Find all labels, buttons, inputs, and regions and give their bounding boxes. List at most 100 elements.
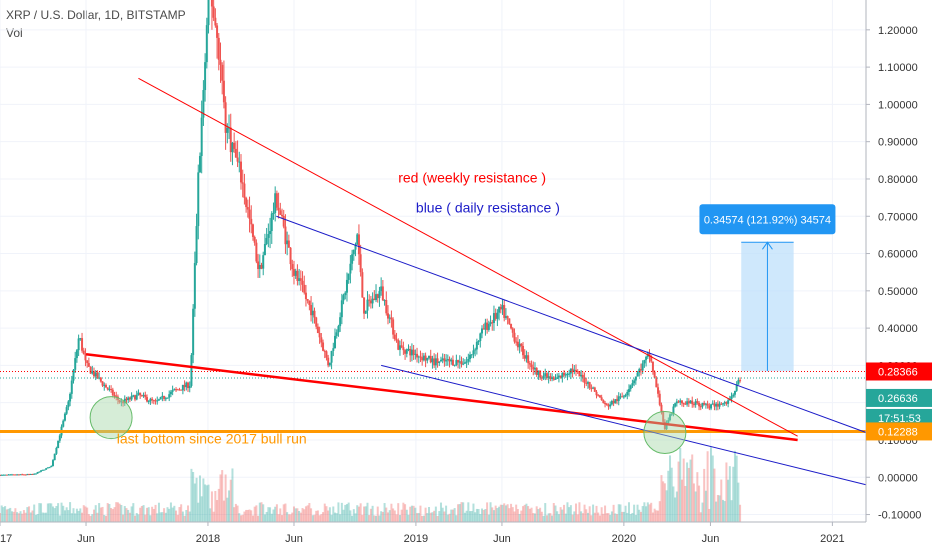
volume-bar bbox=[698, 485, 701, 522]
candle-body bbox=[260, 264, 263, 269]
volume-bar bbox=[287, 514, 290, 522]
volume-bar bbox=[433, 510, 436, 522]
volume-bar bbox=[561, 509, 564, 522]
y-tick-label: 0.50000 bbox=[878, 286, 918, 298]
candle-body bbox=[636, 372, 639, 377]
candle-body bbox=[299, 278, 302, 281]
volume-bar bbox=[272, 509, 275, 522]
volume-bar bbox=[250, 510, 253, 522]
volume-bar bbox=[36, 513, 39, 522]
candle-body bbox=[716, 403, 719, 407]
volume-bar bbox=[657, 510, 660, 522]
volume-bar bbox=[55, 506, 58, 522]
candle-body bbox=[679, 400, 682, 403]
candle-body bbox=[568, 373, 571, 375]
candle-body bbox=[720, 403, 723, 405]
candle-body bbox=[57, 440, 60, 449]
candle-body bbox=[53, 453, 56, 461]
volume-bar bbox=[166, 507, 169, 522]
measure-tool[interactable]: 0.34574 (121.92%) 34574 bbox=[699, 204, 836, 372]
volume-bar bbox=[465, 510, 468, 522]
volume-bar bbox=[190, 468, 193, 522]
candle-body bbox=[197, 172, 200, 227]
candle-body bbox=[602, 400, 605, 404]
candle-body bbox=[212, 6, 215, 18]
volume-bar bbox=[484, 509, 487, 522]
volume-bar bbox=[9, 507, 12, 522]
candle-body bbox=[545, 373, 548, 378]
candle-body bbox=[204, 62, 207, 91]
candle-body bbox=[561, 372, 564, 378]
candle-body bbox=[214, 17, 217, 26]
volume-bar bbox=[144, 514, 147, 522]
volume-bar bbox=[175, 510, 178, 522]
candle-body bbox=[380, 286, 383, 292]
x-tick-label: Jun bbox=[77, 533, 95, 545]
volume-bar bbox=[703, 468, 706, 522]
volume-bar bbox=[388, 510, 391, 522]
volume-bar bbox=[730, 500, 733, 522]
volume-bar bbox=[634, 514, 637, 522]
volume-bar bbox=[87, 514, 90, 522]
volume-bar bbox=[340, 502, 343, 522]
candle-body bbox=[522, 345, 525, 356]
candle-body bbox=[426, 357, 429, 361]
candle-body bbox=[149, 398, 152, 402]
candle-body bbox=[631, 383, 634, 386]
candle-body bbox=[410, 349, 413, 356]
candle-body bbox=[385, 300, 388, 314]
volume-bar bbox=[364, 506, 367, 522]
candle-body bbox=[532, 367, 535, 370]
volume-bar bbox=[19, 511, 22, 522]
volume-bar bbox=[487, 514, 490, 522]
candle-body bbox=[46, 467, 49, 469]
volume-bar bbox=[619, 504, 622, 522]
volume-bar bbox=[238, 513, 241, 522]
highlight-circles[interactable] bbox=[89, 396, 687, 455]
candle-body bbox=[62, 420, 65, 427]
volume-bar bbox=[462, 502, 465, 522]
volume-bar bbox=[511, 507, 514, 522]
volume-bar bbox=[598, 515, 601, 522]
candle-body bbox=[253, 236, 256, 243]
candle-body bbox=[210, 0, 213, 7]
candle-body bbox=[510, 323, 513, 329]
volume-bar bbox=[390, 503, 393, 522]
candle-body bbox=[298, 278, 301, 281]
blue-daily-resistance bbox=[276, 215, 867, 433]
volume-bar bbox=[38, 503, 41, 522]
volume-bar bbox=[94, 505, 97, 522]
red-weekly-resistance bbox=[138, 77, 798, 437]
volume-bar bbox=[139, 507, 142, 522]
candle-body bbox=[306, 299, 309, 301]
measure-label-box bbox=[699, 204, 836, 235]
volume-bar bbox=[168, 508, 171, 522]
candle-body bbox=[373, 298, 376, 301]
candle-body bbox=[542, 376, 545, 379]
volume-bar bbox=[163, 508, 166, 522]
volume-bar bbox=[14, 508, 17, 522]
volume-bar bbox=[626, 512, 629, 522]
volume-bar bbox=[431, 512, 434, 522]
candle-body bbox=[282, 215, 285, 227]
x-tick-label: 2019 bbox=[404, 533, 428, 545]
candle-body bbox=[727, 400, 730, 404]
candle-body bbox=[144, 394, 147, 398]
volume-bar bbox=[706, 451, 709, 522]
candle-body bbox=[198, 156, 201, 173]
candle-body bbox=[515, 341, 518, 343]
candle-body bbox=[50, 465, 53, 468]
candle-body bbox=[217, 37, 220, 60]
volume-bar bbox=[660, 475, 663, 522]
candle-body bbox=[721, 403, 724, 405]
volume-bar bbox=[691, 454, 694, 522]
volume-bar bbox=[118, 503, 121, 522]
candle-body bbox=[24, 474, 27, 476]
candle-body bbox=[229, 127, 232, 153]
volume-bar bbox=[26, 507, 29, 522]
trend-lines[interactable] bbox=[85, 77, 867, 486]
volume-bar bbox=[224, 474, 227, 522]
volume-bar bbox=[311, 515, 314, 522]
candle-body bbox=[272, 212, 275, 214]
